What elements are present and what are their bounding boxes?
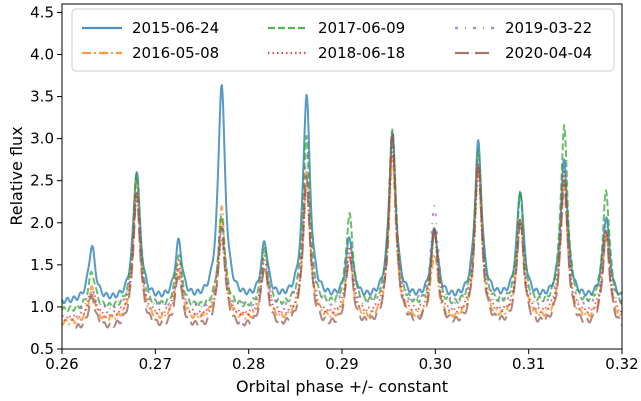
x-tick-label: 0.29 — [325, 355, 358, 373]
series-line-2020-04-04 — [75, 130, 622, 329]
y-tick-label: 3.0 — [30, 130, 54, 148]
x-tick-label: 0.27 — [139, 355, 172, 373]
y-tick-label: 4.0 — [30, 45, 54, 63]
y-axis-label: Relative flux — [7, 126, 26, 225]
y-tick-label: 1.0 — [30, 298, 54, 316]
x-tick-label: 0.28 — [232, 355, 265, 373]
y-axis: 0.5 1.0 1.5 2.0 2.5 3.0 3.5 4.0 4.5 — [30, 3, 62, 358]
x-axis-label: Orbital phase +/- constant — [236, 377, 448, 396]
legend-box — [71, 8, 615, 72]
series-line-2018-06-18 — [62, 144, 622, 322]
x-tick-label: 0.31 — [512, 355, 545, 373]
legend-label: 2015-06-24 — [132, 19, 219, 37]
y-tick-label: 0.5 — [30, 340, 54, 358]
legend-label: 2018-06-18 — [318, 44, 405, 62]
series-line-2016-05-08 — [62, 154, 622, 326]
y-tick-label: 2.0 — [30, 214, 54, 232]
series-layer — [62, 84, 622, 329]
y-tick-label: 1.5 — [30, 256, 54, 274]
legend: 2015-06-24 2016-05-08 2017-06-09 2018-06-18… — [71, 8, 615, 72]
legend-label: 2020-04-04 — [505, 44, 592, 62]
legend-label: 2017-06-09 — [318, 19, 405, 37]
y-tick-label: 2.5 — [30, 172, 54, 190]
series-line-2017-06-09 — [62, 124, 622, 313]
x-axis: 0.26 0.27 0.28 0.29 0.30 0.31 0.32 — [45, 349, 639, 373]
y-tick-label: 3.5 — [30, 88, 54, 106]
legend-label: 2016-05-08 — [132, 44, 219, 62]
y-tick-label: 4.5 — [30, 3, 54, 21]
legend-label: 2019-03-22 — [505, 19, 592, 37]
x-tick-label: 0.26 — [45, 355, 78, 373]
x-tick-label: 0.30 — [419, 355, 452, 373]
x-tick-label: 0.32 — [605, 355, 638, 373]
